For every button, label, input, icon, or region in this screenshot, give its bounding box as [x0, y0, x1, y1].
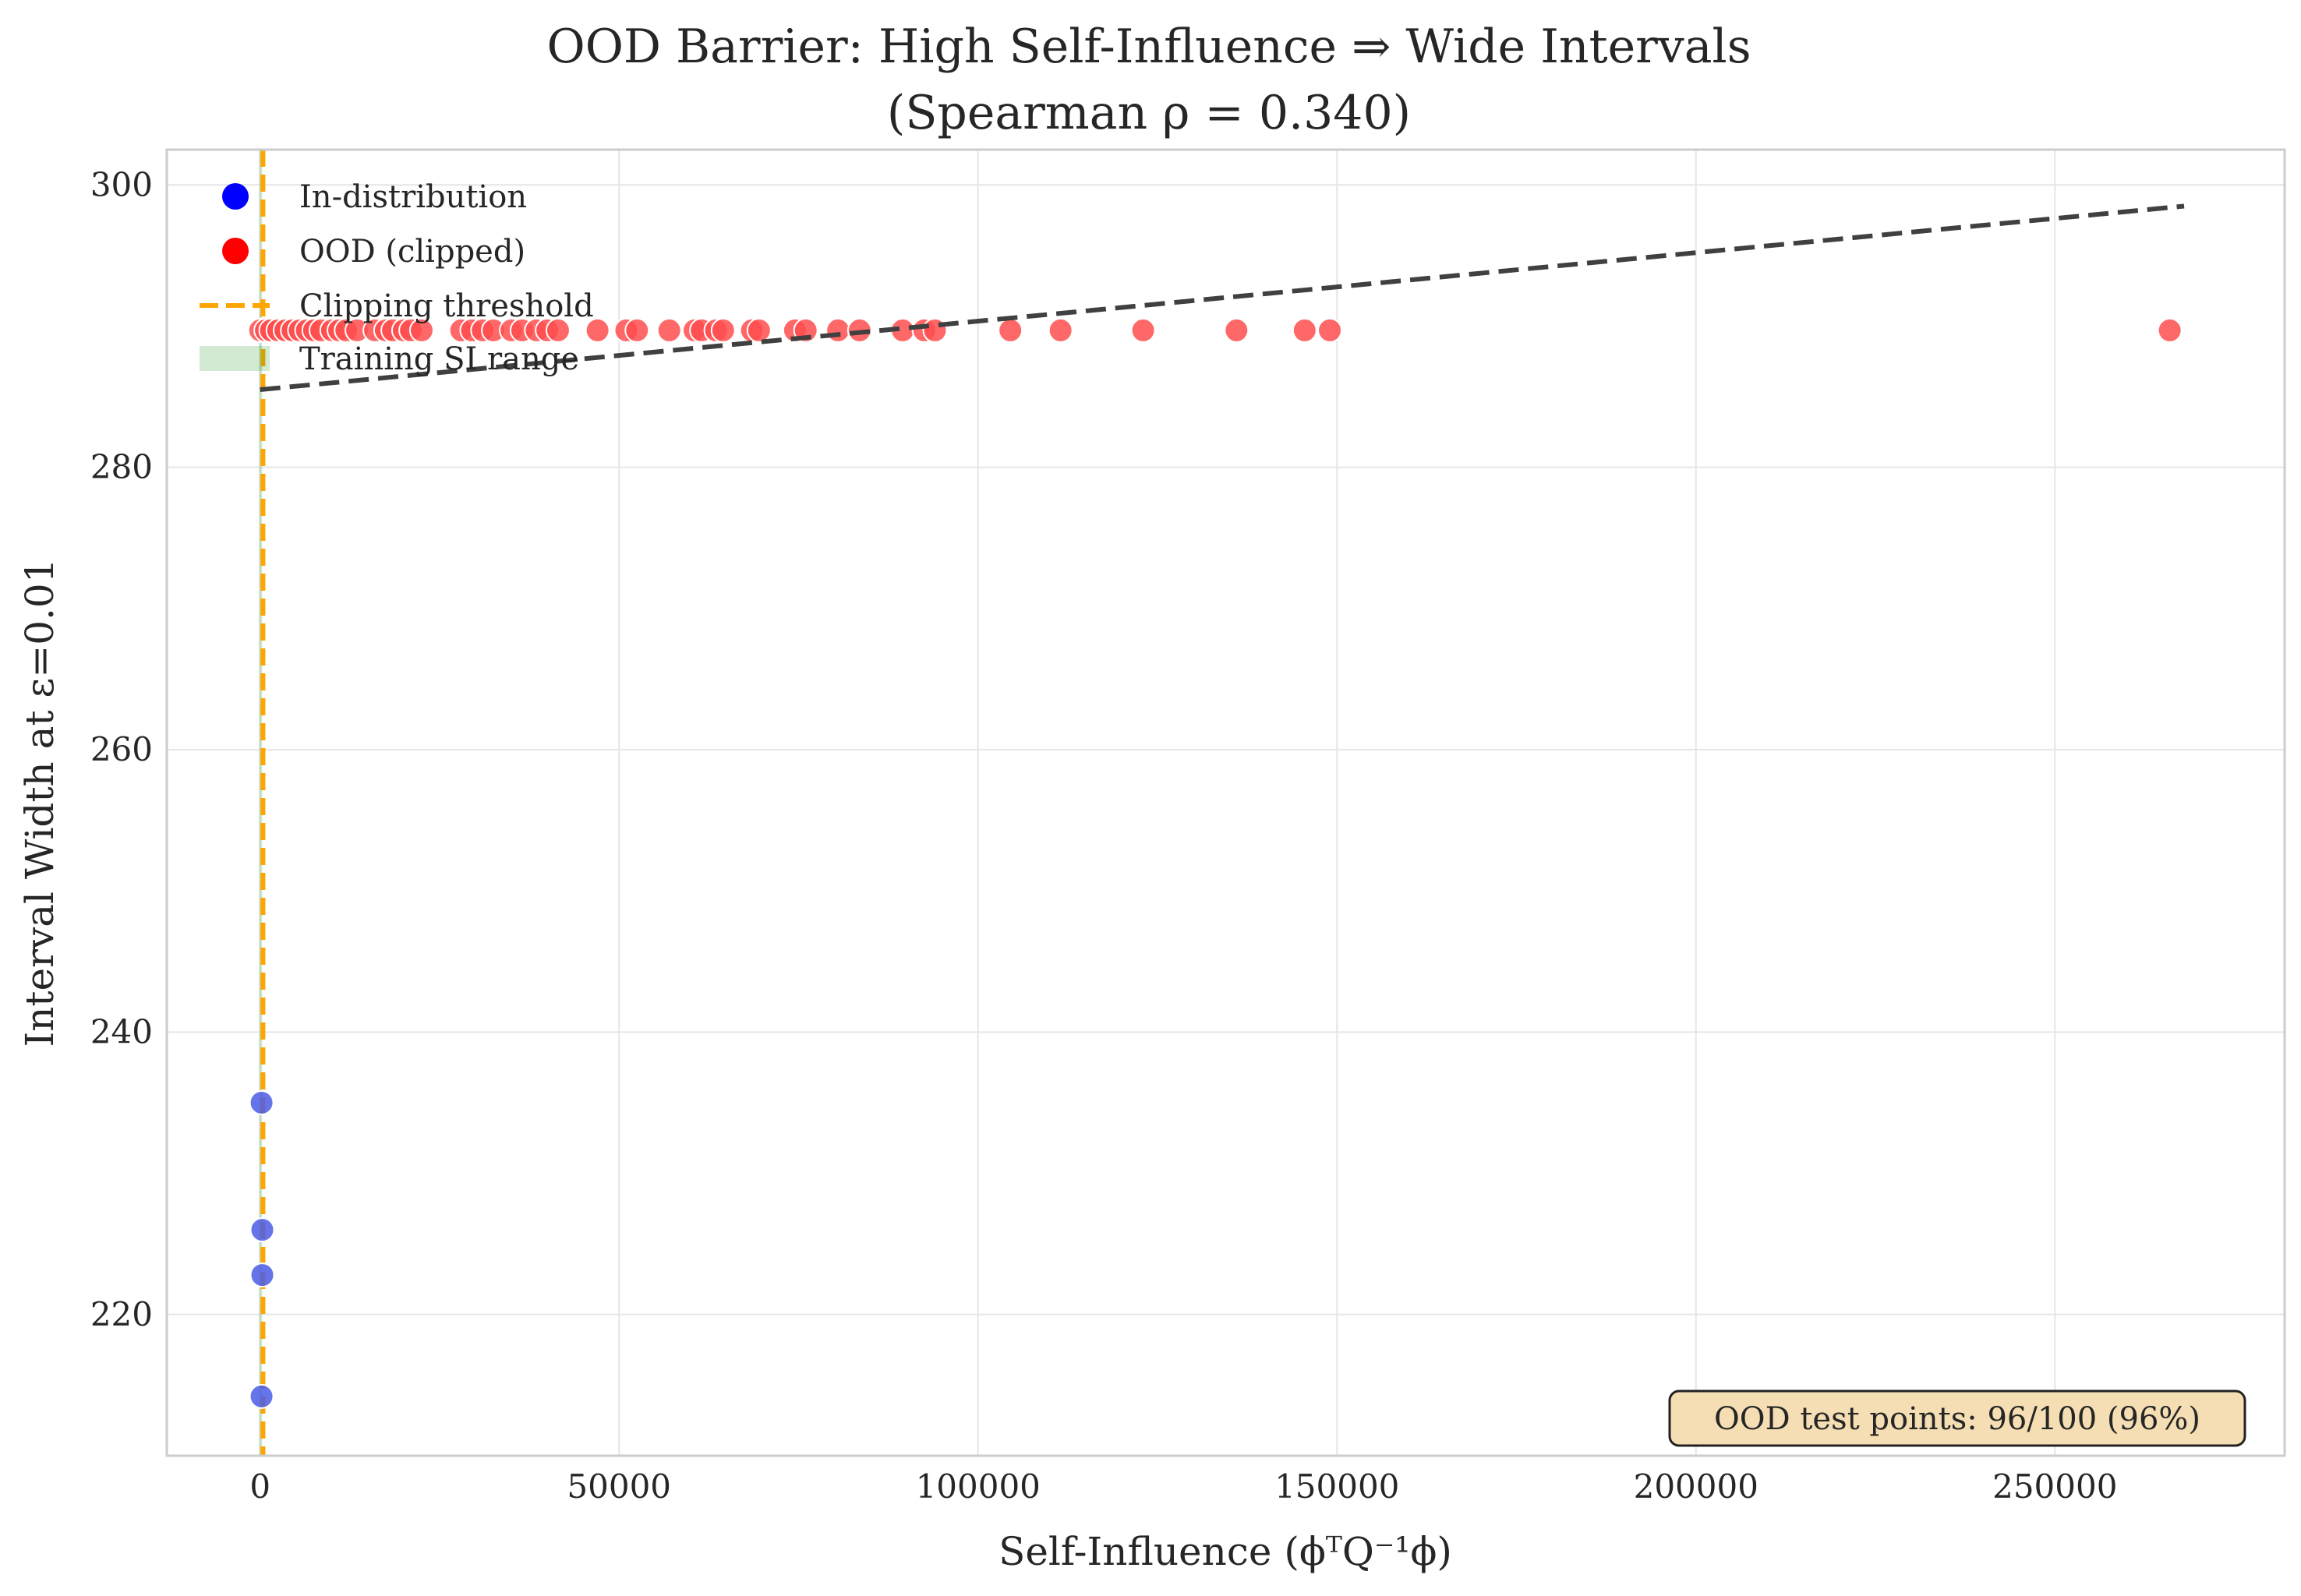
y-tick-label: 260	[90, 730, 153, 768]
training-si-range-band	[259, 150, 263, 1456]
x-tick-label: 0	[249, 1467, 270, 1506]
ood-point	[1048, 317, 1073, 343]
legend-ood-clipped-label: OOD (clipped)	[299, 234, 525, 270]
x-tick-label: 100000	[916, 1467, 1041, 1506]
x-tick-label: 200000	[1634, 1467, 1758, 1506]
y-tick-label: 240	[90, 1012, 153, 1050]
x-tick-labels: 0 50000 100000 150000 200000 250000	[249, 1467, 2117, 1506]
in-distribution-point	[249, 1217, 275, 1243]
chart-title-line2: (Spearman ρ = 0.340)	[887, 86, 1411, 140]
annotation-box	[1668, 1389, 2246, 1447]
ood-point	[2157, 317, 2183, 343]
legend-ood-clipped-marker	[222, 238, 249, 264]
chart-title-line1: OOD Barrier: High Self-Influence ⇒ Wide …	[547, 19, 1751, 74]
x-axis-label: Self-Influence (ϕᵀQ⁻¹ϕ)	[999, 1529, 1452, 1574]
x-tick-label: 150000	[1274, 1467, 1399, 1506]
y-tick-label: 220	[90, 1295, 153, 1333]
plot-frame	[165, 148, 2286, 1457]
legend-in-distribution-label: In-distribution	[299, 179, 527, 215]
legend-clipping-threshold-label: Clipping threshold	[299, 288, 594, 324]
ood-point	[998, 317, 1023, 343]
y-tick-label: 280	[90, 448, 153, 486]
legend: In-distribution OOD (clipped) Clipping thr…	[200, 179, 594, 377]
trend-line-path	[260, 203, 2185, 393]
plot-background	[167, 150, 2285, 1456]
ood-point	[825, 317, 851, 343]
ood-point	[1130, 317, 1156, 343]
ood-point	[585, 317, 610, 343]
legend-in-distribution-marker	[222, 183, 249, 210]
ood-point	[656, 317, 682, 343]
x-tick-label: 50000	[567, 1467, 671, 1506]
ood-point	[710, 317, 736, 343]
ood-point	[1292, 317, 1317, 343]
grid-lines	[167, 150, 2285, 1456]
ood-point	[746, 317, 772, 343]
y-tick-labels: 220 240 260 280 300	[90, 165, 153, 1333]
ood-point	[624, 317, 650, 343]
in-distribution-point	[249, 1262, 275, 1288]
in-distribution-point	[249, 1090, 274, 1116]
annotation-text: OOD test points: 96/100 (96%)	[1714, 1401, 2200, 1437]
in-distribution-point	[249, 1383, 274, 1409]
y-axis-label: Interval Width at ε=0.01	[17, 558, 62, 1047]
x-tick-label: 250000	[1992, 1467, 2117, 1506]
ood-point	[408, 317, 434, 343]
legend-training-si-range-label: Training SI range	[299, 341, 579, 377]
ood-point	[1224, 317, 1249, 343]
ood-point	[1317, 317, 1343, 343]
legend-training-si-range-swatch	[200, 346, 270, 371]
plot-area	[165, 148, 2286, 1457]
training-si-range-band-rect	[259, 150, 263, 1456]
y-tick-label: 300	[90, 165, 153, 203]
ood-point	[545, 317, 571, 343]
trend-line	[260, 203, 2185, 393]
ood-count-annotation: OOD test points: 96/100 (96%)	[1668, 1389, 2246, 1447]
